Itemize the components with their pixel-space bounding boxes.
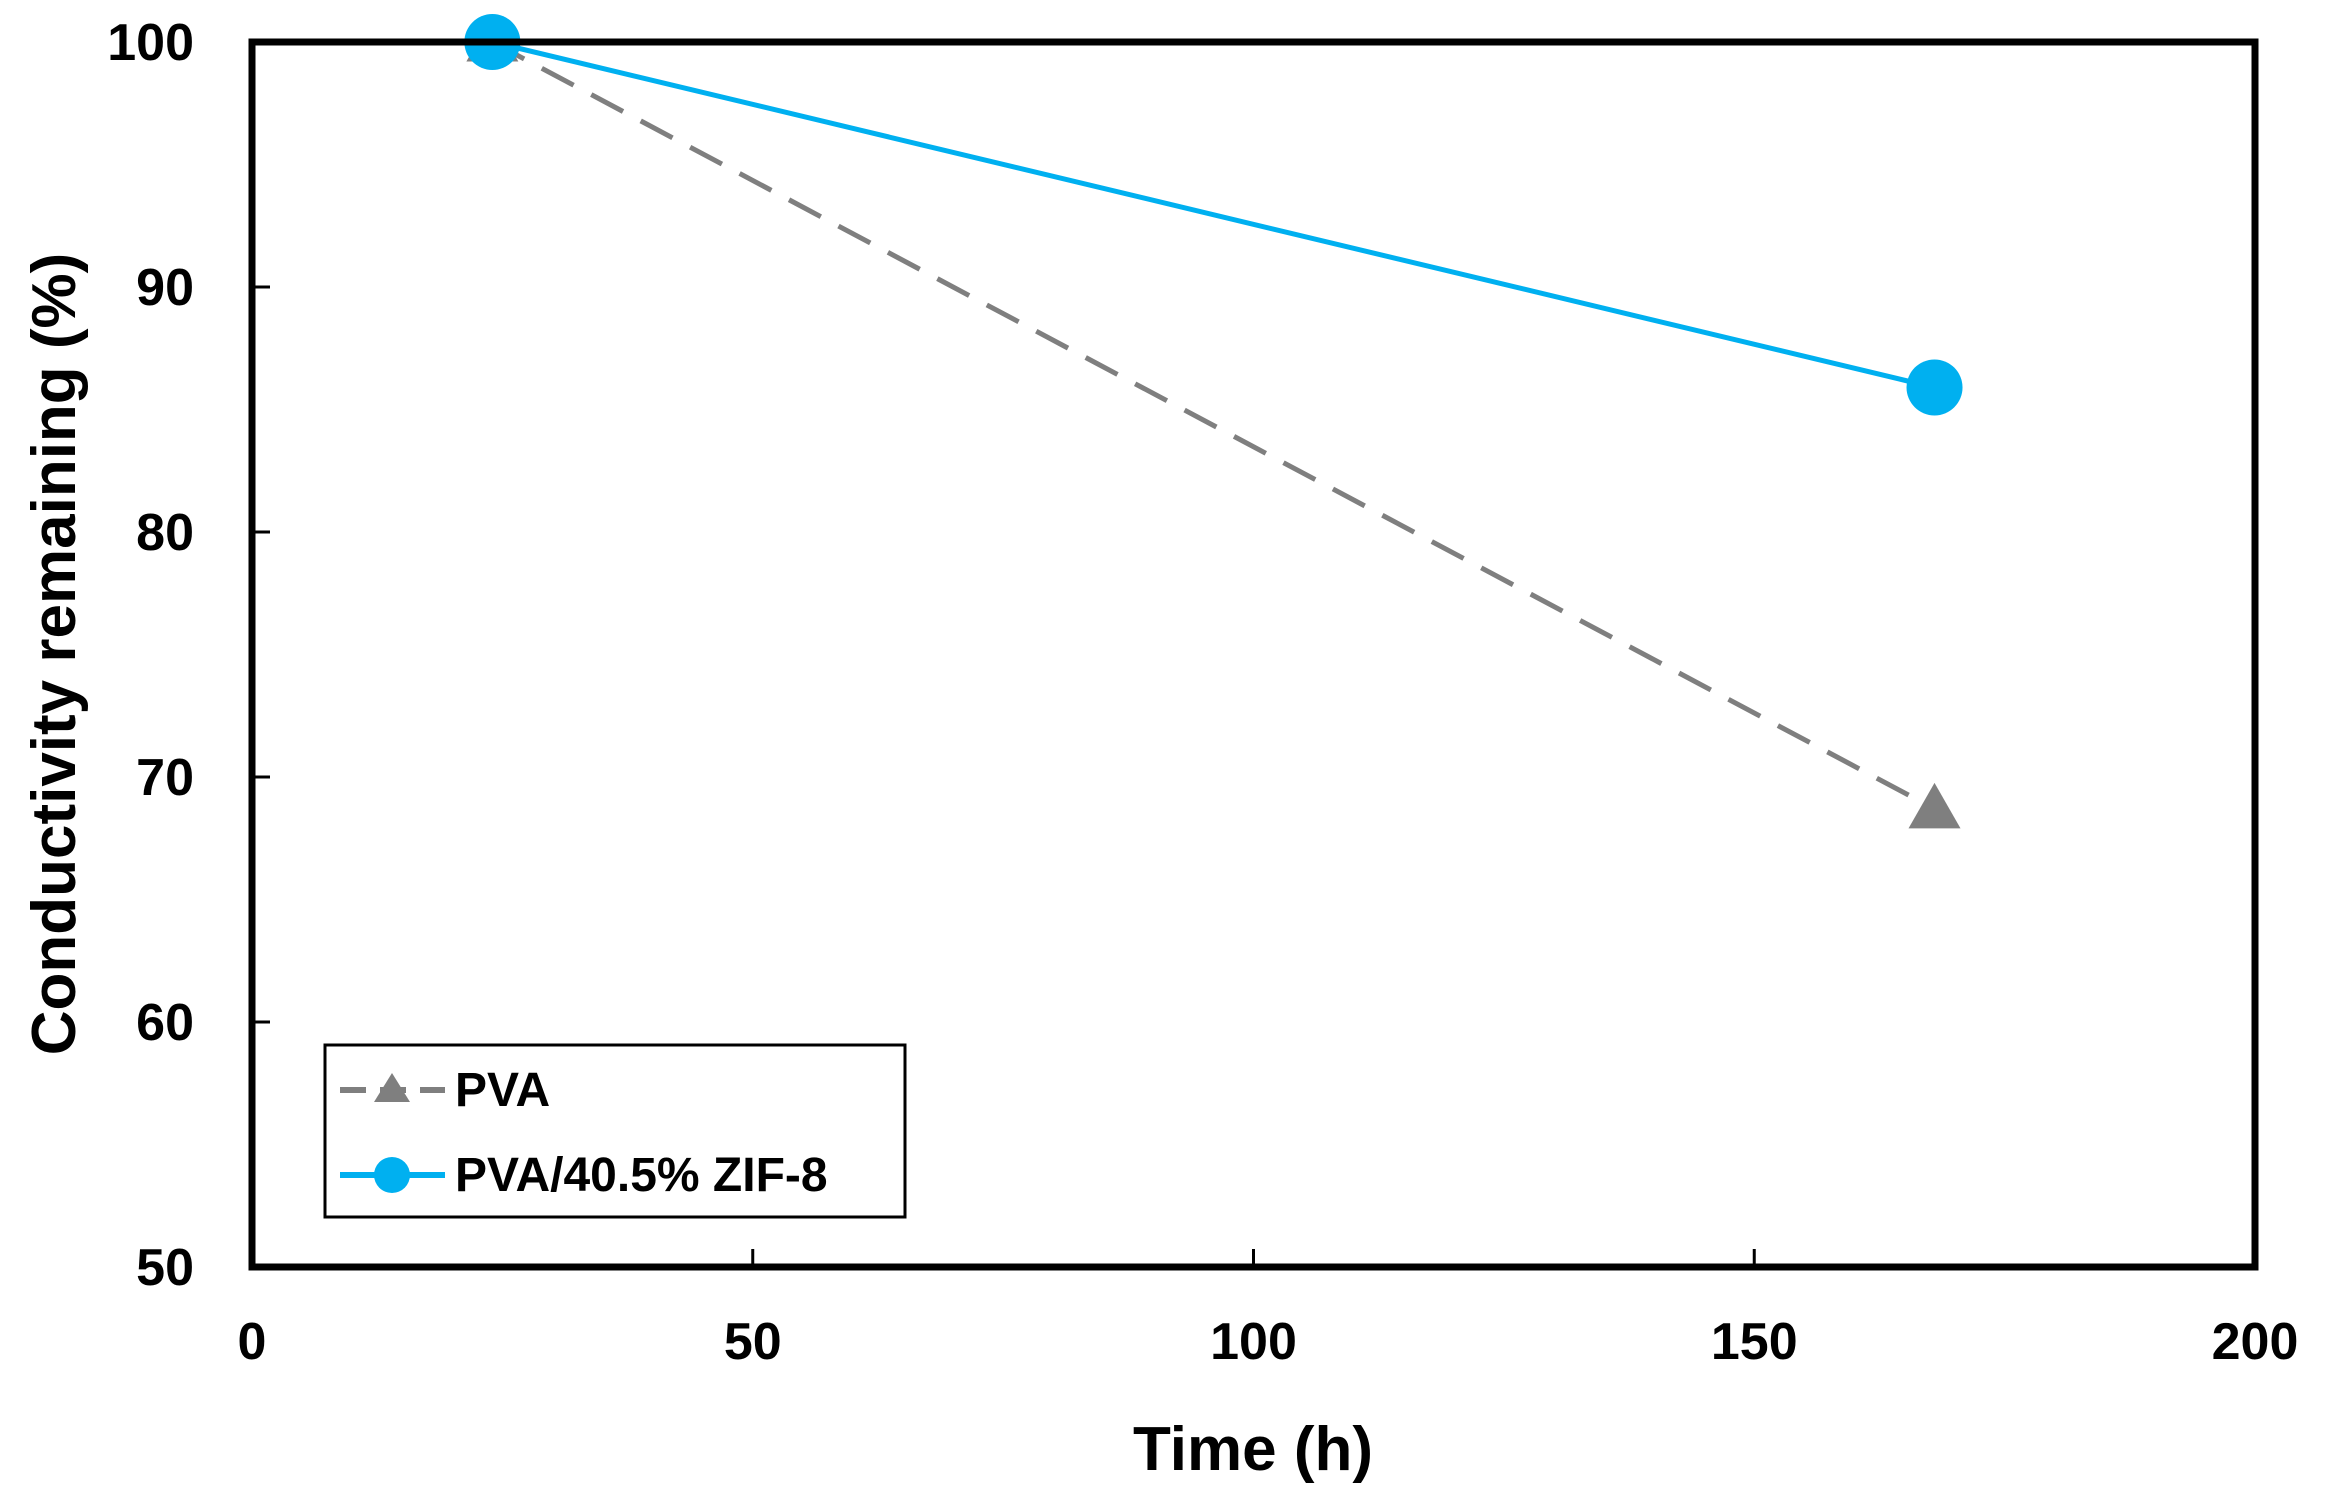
series-layer xyxy=(464,14,1963,829)
y-tick-label: 70 xyxy=(136,749,194,807)
y-tick-label: 100 xyxy=(107,14,194,72)
x-tick-label: 0 xyxy=(238,1313,267,1371)
legend-box xyxy=(323,1043,907,1219)
y-tick-label: 90 xyxy=(136,259,194,317)
y-tick-label: 50 xyxy=(136,1239,194,1297)
legend-marker-zif8 xyxy=(374,1157,410,1193)
data-point-pva xyxy=(1908,782,1961,829)
y-tick-label: 80 xyxy=(136,504,194,562)
x-tick-label: 150 xyxy=(1711,1313,1798,1371)
legend-marker-pva xyxy=(374,1073,410,1102)
x-axis-title: Time (h) xyxy=(1133,1415,1373,1484)
y-tick-label: 60 xyxy=(136,994,194,1052)
plot-frame xyxy=(248,38,2259,1271)
x-axis-ticks: 0 50 100 150 200 xyxy=(238,1249,2299,1371)
legend-label-zif8: PVA/40.5% ZIF-8 xyxy=(455,1149,828,1202)
y-axis-ticks: 50 60 70 80 90 100 xyxy=(107,14,270,1297)
x-tick-label: 200 xyxy=(2212,1313,2299,1371)
data-point-pva-zif8 xyxy=(1906,359,1963,416)
series-line-pva xyxy=(491,39,1936,812)
series-line-pva-zif8 xyxy=(491,39,1936,390)
x-tick-label: 50 xyxy=(724,1313,782,1371)
legend: PVA PVA/40.5% ZIF-8 xyxy=(323,1043,907,1219)
legend-label-pva: PVA xyxy=(455,1064,550,1117)
x-tick-label: 100 xyxy=(1210,1313,1297,1371)
y-axis-title: Conductivity remaining (%) xyxy=(20,253,89,1056)
